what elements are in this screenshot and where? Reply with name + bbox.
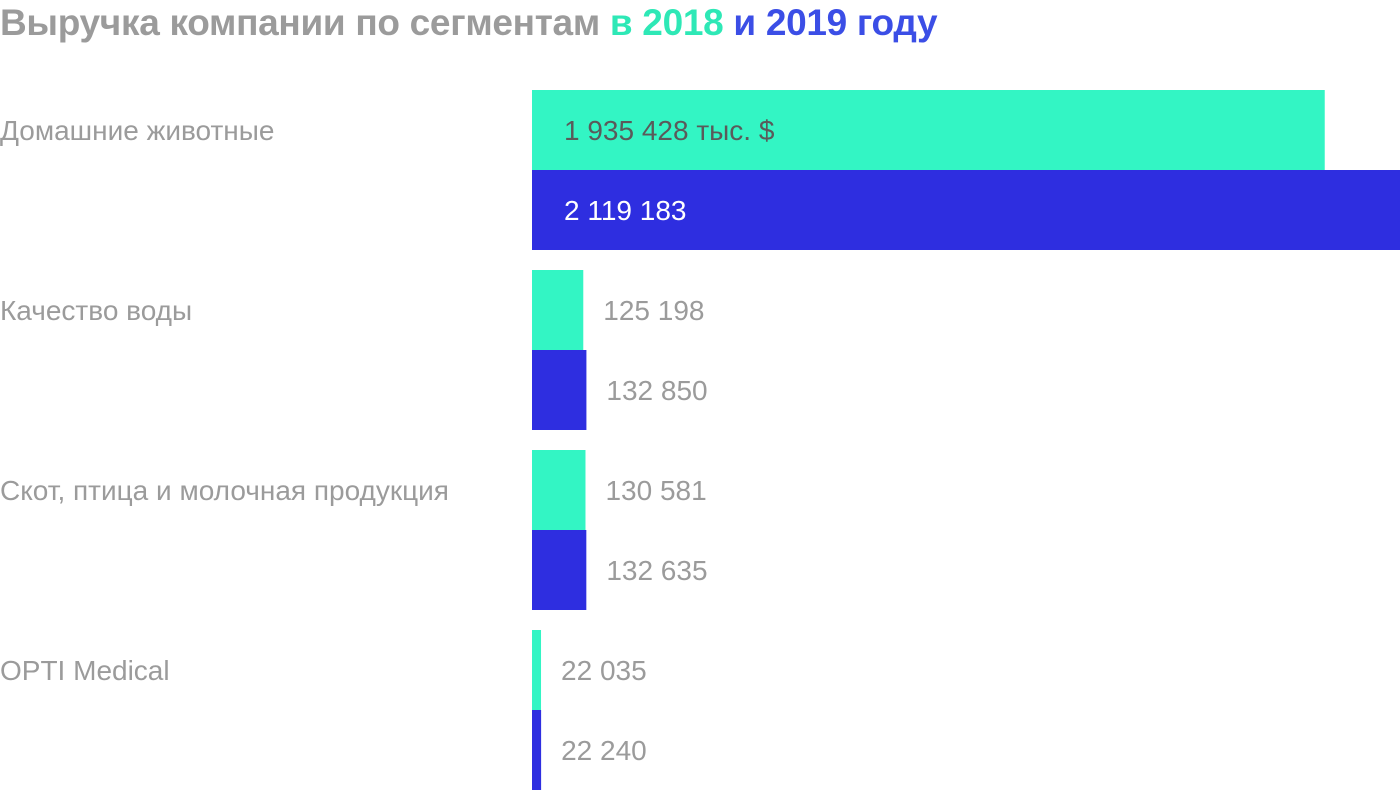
title-year-2019: 2019 году — [765, 2, 938, 43]
bar-2019-2 — [532, 530, 587, 610]
category-label-3: OPTI Medical — [0, 655, 170, 686]
bar-2018-0 — [532, 90, 1325, 170]
bar-2018-1 — [532, 270, 584, 350]
bar-2019-1 — [532, 350, 587, 430]
title-conjunction: и — [733, 2, 756, 43]
category-label-0: Домашние животные — [0, 115, 274, 146]
bar-2019-0 — [532, 170, 1400, 250]
value-label-2019-1: 132 850 — [606, 375, 707, 406]
value-label-2019-3: 22 240 — [561, 735, 647, 766]
value-label-2019-0: 2 119 183 — [564, 195, 687, 226]
value-label-2018-2: 130 581 — [605, 475, 706, 506]
chart-title: Выручка компании по сегментам в 2018 и 2… — [0, 2, 938, 44]
value-label-2018-0: 1 935 428 тыс. $ — [564, 115, 775, 146]
category-label-1: Качество воды — [0, 295, 192, 326]
value-label-2019-2: 132 635 — [606, 555, 707, 586]
bar-2018-2 — [532, 450, 586, 530]
bar-2018-3 — [532, 630, 542, 710]
value-label-2018-1: 125 198 — [603, 295, 704, 326]
bar-2019-3 — [532, 710, 542, 790]
category-label-2: Скот, птица и молочная продукция — [0, 475, 449, 506]
title-year-2018: в 2018 — [609, 2, 724, 43]
title-main: Выручка компании по сегментам — [0, 2, 600, 43]
value-label-2018-3: 22 035 — [561, 655, 647, 686]
